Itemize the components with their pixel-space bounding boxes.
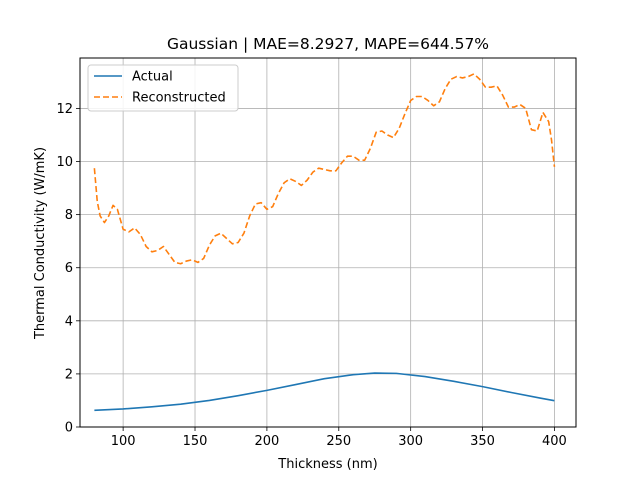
series-line-actual — [94, 372, 555, 412]
x-axis-label: Thickness (nm) — [277, 457, 377, 472]
legend: Actual Reconstructed — [87, 64, 239, 112]
y-tick-label: 4 — [65, 314, 73, 329]
y-tick-label: 0 — [65, 421, 73, 436]
x-tick-label: 150 — [183, 434, 208, 449]
plot-frame — [79, 57, 577, 428]
y-tick-label: 2 — [65, 367, 73, 382]
x-tick-label: 400 — [542, 434, 567, 449]
y-tick-label: 8 — [65, 208, 73, 223]
chart-title: Gaussian | MAE=8.2927, MAPE=644.57% — [167, 35, 489, 53]
x-tick-label: 350 — [470, 434, 495, 449]
ticks: 100 150 200 250 300 350 400 0 2 4 6 8 10 12 — [56, 102, 566, 449]
y-axis-label: Thermal Conductivity (W/mK) — [33, 147, 48, 340]
x-tick-label: 100 — [111, 434, 136, 449]
x-tick-label: 250 — [326, 434, 351, 449]
legend-box — [87, 64, 239, 112]
x-tick-label: 300 — [398, 434, 423, 449]
legend-label-reconstructed: Reconstructed — [132, 91, 226, 106]
y-tick-label: 10 — [56, 155, 73, 170]
x-tick-label: 200 — [254, 434, 279, 449]
legend-label-actual: Actual — [132, 70, 173, 85]
y-tick-label: 6 — [65, 261, 73, 276]
y-tick-label: 12 — [56, 102, 73, 117]
series-layer — [93, 73, 556, 412]
series-line-reconstructed — [93, 73, 556, 265]
